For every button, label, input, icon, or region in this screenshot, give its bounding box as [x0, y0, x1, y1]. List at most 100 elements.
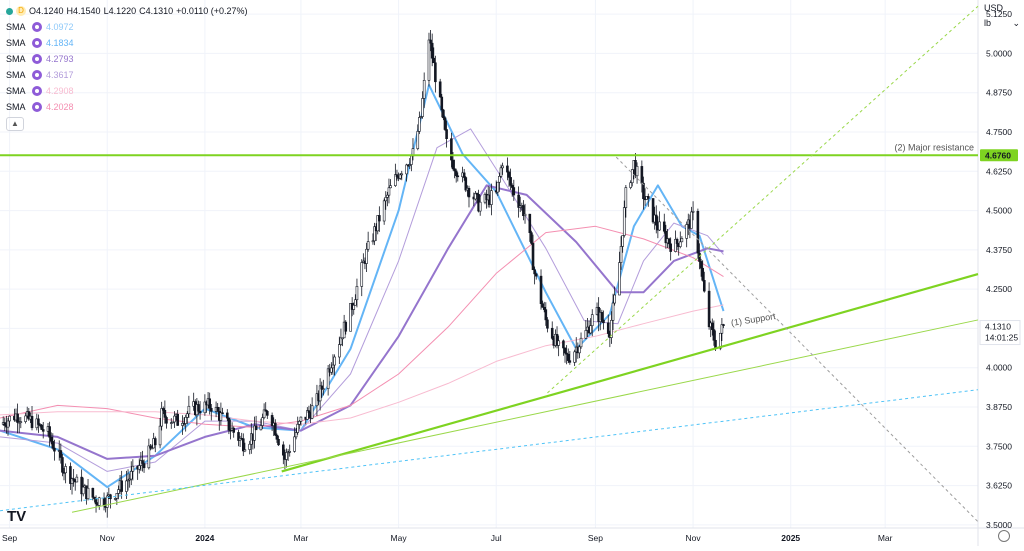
candle-body: [429, 39, 432, 44]
candle-body: [318, 385, 322, 402]
sma-legend-row[interactable]: SMA 4.3617: [6, 67, 251, 83]
candle-body: [707, 290, 711, 328]
indicator-settings-icon[interactable]: [32, 38, 42, 48]
sma-line: [0, 225, 724, 428]
candle-body: [696, 210, 700, 254]
candle-body: [16, 413, 19, 423]
sma-legend-row[interactable]: SMA 4.2028: [6, 99, 251, 115]
candle-body: [285, 452, 288, 460]
sma-label: SMA: [6, 70, 26, 80]
symbol-icon: D: [16, 6, 26, 16]
candle-body: [590, 314, 594, 327]
candle-body: [326, 368, 330, 389]
candle-body: [259, 425, 263, 431]
candle-body: [456, 175, 460, 178]
settings-icon[interactable]: [998, 530, 1010, 542]
candle-body: [565, 352, 568, 355]
candle-body: [97, 497, 101, 506]
candle-body: [522, 205, 525, 217]
sma-label: SMA: [6, 38, 26, 48]
low-value: L4.1220: [103, 6, 137, 16]
candle-body: [19, 421, 23, 423]
candle-body: [496, 181, 500, 193]
candle-body: [685, 224, 688, 239]
candle-body: [510, 185, 514, 188]
candle-body: [274, 422, 277, 436]
open-value: O4.1240: [29, 6, 64, 16]
candle-body: [232, 427, 235, 433]
candle-body: [115, 493, 119, 499]
sma-label: SMA: [6, 86, 26, 96]
candle-body: [430, 42, 434, 59]
trend-line-support-thin: [71, 319, 979, 513]
candle-body: [506, 165, 509, 173]
candle-body: [41, 429, 45, 432]
candle-body: [262, 409, 266, 418]
candle-body: [630, 169, 634, 184]
candle-body: [59, 450, 63, 458]
countdown-label: 14:01:25: [985, 333, 1018, 343]
candle-body: [8, 415, 11, 422]
indicator-settings-icon[interactable]: [32, 22, 42, 32]
candle-body: [173, 415, 176, 423]
candle-body: [277, 439, 280, 446]
candle-body: [142, 463, 146, 469]
candle-body: [81, 486, 85, 495]
candle-body: [640, 166, 644, 184]
indicator-settings-icon[interactable]: [32, 54, 42, 64]
candle-body: [443, 117, 447, 130]
candle-body: [80, 476, 83, 495]
candle-body: [698, 252, 701, 262]
candle-body: [382, 200, 386, 222]
sma-label: SMA: [6, 22, 26, 32]
trend-line-support: [281, 272, 979, 473]
candle-body: [562, 340, 565, 349]
candle-body: [568, 360, 572, 363]
candle-body: [225, 412, 229, 419]
currency-selector[interactable]: USD: [984, 3, 1004, 13]
candle-body: [573, 351, 576, 363]
candle-body: [542, 306, 546, 310]
candle-body: [378, 215, 381, 222]
candle-body: [474, 193, 477, 200]
candle-body: [602, 319, 605, 324]
sma-legend-row[interactable]: SMA 4.2793: [6, 51, 251, 67]
candle-body: [691, 210, 695, 213]
candle-body: [150, 447, 154, 450]
sma-legend-row[interactable]: SMA 4.2908: [6, 83, 251, 99]
candle-body: [434, 62, 437, 83]
candle-body: [322, 388, 325, 390]
candle-body: [24, 415, 27, 422]
candle-body: [667, 238, 671, 245]
tradingview-logo[interactable]: TV: [7, 508, 27, 525]
candle-body: [701, 267, 704, 281]
sma-legend-row[interactable]: SMA 4.0972: [6, 19, 251, 35]
indicator-settings-icon[interactable]: [32, 70, 42, 80]
trend-line-lower-channel: [0, 389, 979, 512]
candle-body: [528, 213, 532, 234]
candle-body: [410, 155, 413, 165]
y-tick-label: 3.7500: [986, 441, 1012, 451]
candle-body: [241, 438, 245, 452]
candle-body: [253, 425, 256, 441]
indicator-settings-icon[interactable]: [32, 86, 42, 96]
sma-legend-row[interactable]: SMA 4.1834: [6, 35, 251, 51]
chevron-up-icon[interactable]: ▲: [6, 117, 24, 131]
candle-body: [610, 319, 613, 338]
candle-body: [49, 436, 53, 442]
candle-body: [501, 165, 504, 169]
candle-body: [373, 226, 376, 242]
candle-body: [453, 168, 456, 172]
candle-body: [454, 170, 458, 177]
candle-body: [517, 194, 520, 208]
candle-body: [440, 96, 444, 111]
candle-body: [264, 409, 268, 412]
candle-body: [534, 273, 538, 277]
candle-body: [557, 340, 560, 346]
candle-body: [654, 214, 658, 226]
x-tick-label: Jul: [491, 533, 502, 543]
indicator-settings-icon[interactable]: [32, 102, 42, 112]
unit-selector[interactable]: lb ⌄: [984, 18, 1020, 29]
